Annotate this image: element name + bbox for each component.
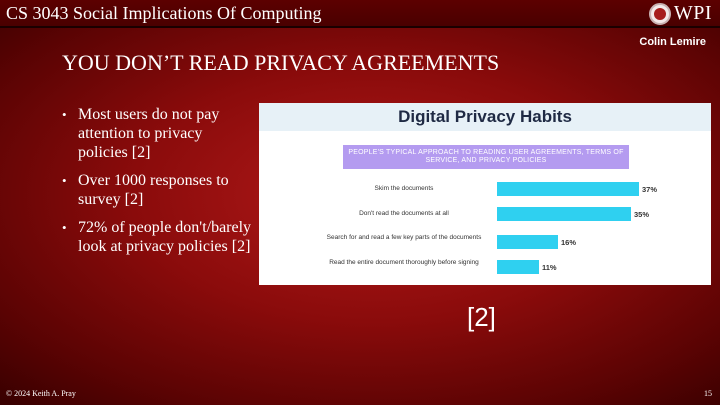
bullet-icon: •	[62, 107, 67, 122]
bar-category-label: Skim the documents	[374, 185, 434, 192]
bullet-icon: •	[62, 173, 67, 188]
bullet-item: • Most users do not pay attention to priv…	[62, 105, 252, 162]
bullet-item: • 72% of people don't/barely look at priv…	[62, 218, 252, 256]
bar-category-label: Don't read the documents at all	[359, 210, 449, 217]
chart-title: Digital Privacy Habits	[398, 107, 572, 126]
bar-value-label: 37%	[642, 185, 658, 194]
bar-value-label: 35%	[634, 210, 650, 219]
course-title: CS 3043 Social Implications Of Computing	[6, 3, 322, 23]
title-bar: CS 3043 Social Implications Of Computing…	[0, 0, 720, 28]
bullet-text: Over 1000 responses to survey [2]	[78, 172, 229, 208]
bar	[497, 260, 539, 274]
bar	[497, 182, 639, 196]
wpi-logo: WPI	[648, 2, 712, 25]
bullet-icon: •	[62, 220, 67, 235]
chart-subtitle: PEOPLE'S TYPICAL APPROACH TO READING USE…	[343, 145, 629, 169]
bar-value-label: 16%	[561, 238, 577, 247]
bullet-item: • Over 1000 responses to survey [2]	[62, 171, 252, 209]
bullet-list: • Most users do not pay attention to priv…	[62, 105, 252, 265]
page-number: 15	[704, 389, 712, 398]
bar	[497, 207, 631, 221]
logo-text: WPI	[673, 2, 712, 24]
bar-value-label: 11%	[542, 263, 557, 272]
bar-category-label: Search for and read a few key parts of t…	[326, 234, 482, 241]
citation-label: [2]	[467, 302, 496, 332]
bar	[497, 235, 558, 249]
bar-category-label: Read the entire document thoroughly befo…	[329, 259, 479, 266]
privacy-habits-chart: Digital Privacy Habits PEOPLE'S TYPICAL …	[259, 103, 711, 285]
wpi-seal-icon	[648, 2, 671, 25]
bullet-text: 72% of people don't/barely look at priva…	[78, 219, 252, 255]
footer-copyright: © 2024 Keith A. Pray	[6, 389, 76, 398]
author-name: Colin Lemire	[639, 36, 706, 48]
slide-title: YOU DON’T READ PRIVACY AGREEMENTS	[62, 50, 500, 75]
chart-title-band	[259, 103, 711, 131]
bullet-text: Most users do not pay attention to priva…	[78, 106, 220, 161]
